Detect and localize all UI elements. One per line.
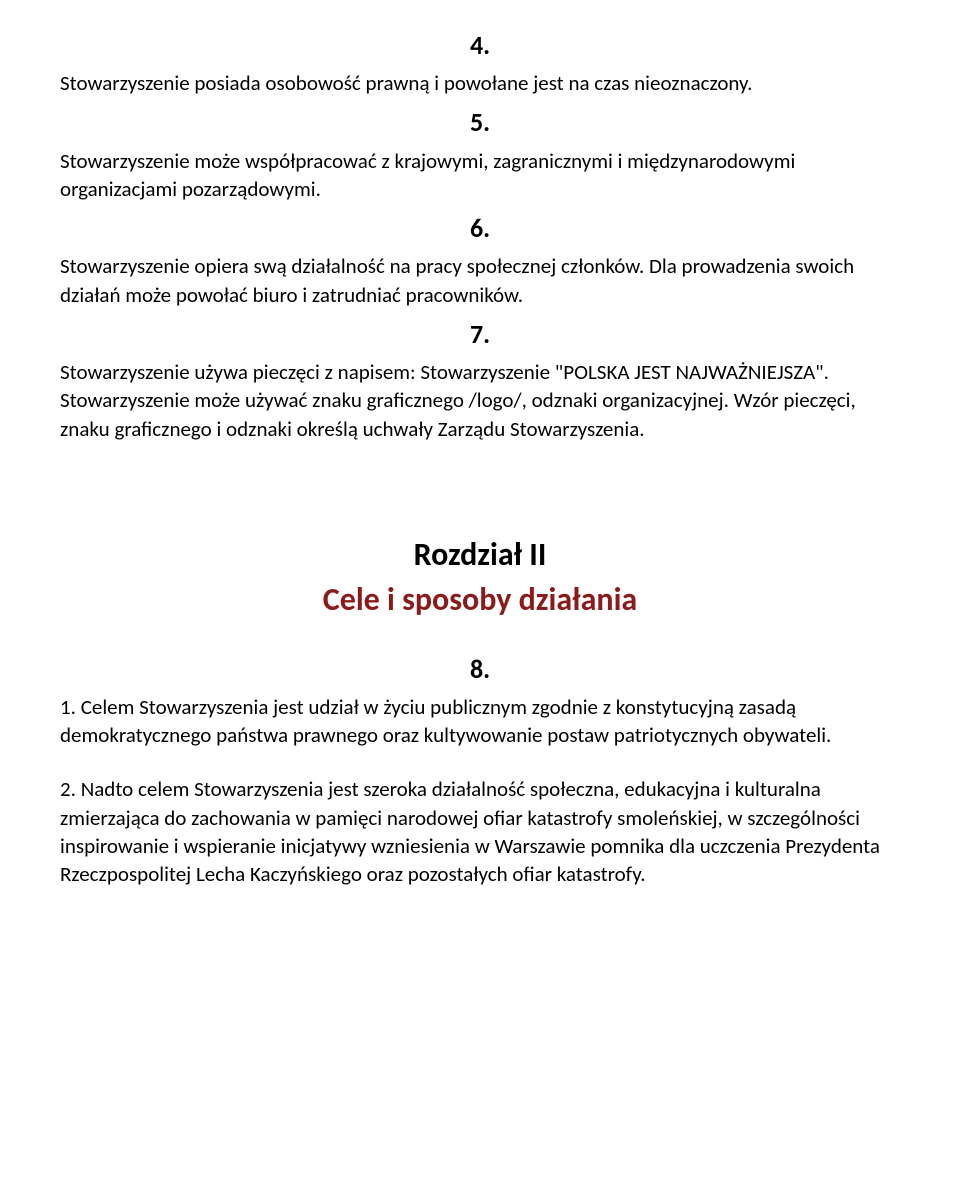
paragraph-spacer	[60, 757, 900, 775]
section-4-text: Stowarzyszenie posiada osobowość prawną …	[60, 69, 900, 97]
section-5-text: Stowarzyszenie może współpracować z kraj…	[60, 147, 900, 204]
section-number-5: 5.	[60, 105, 900, 140]
section-8-para-1: 1. Celem Stowarzyszenia jest udział w ży…	[60, 693, 900, 750]
section-8-para-2: 2. Nadto celem Stowarzyszenia jest szero…	[60, 775, 900, 888]
section-number-7: 7.	[60, 317, 900, 352]
section-6-text: Stowarzyszenie opiera swą działalność na…	[60, 252, 900, 309]
section-7-text: Stowarzyszenie używa pieczęci z napisem:…	[60, 358, 900, 443]
section-number-6: 6.	[60, 211, 900, 246]
section-number-8: 8.	[60, 652, 900, 687]
section-number-4: 4.	[60, 28, 900, 63]
chapter-2-subtitle: Cele i sposoby działania	[60, 578, 900, 621]
chapter-2-title: Rozdział II	[60, 533, 900, 576]
